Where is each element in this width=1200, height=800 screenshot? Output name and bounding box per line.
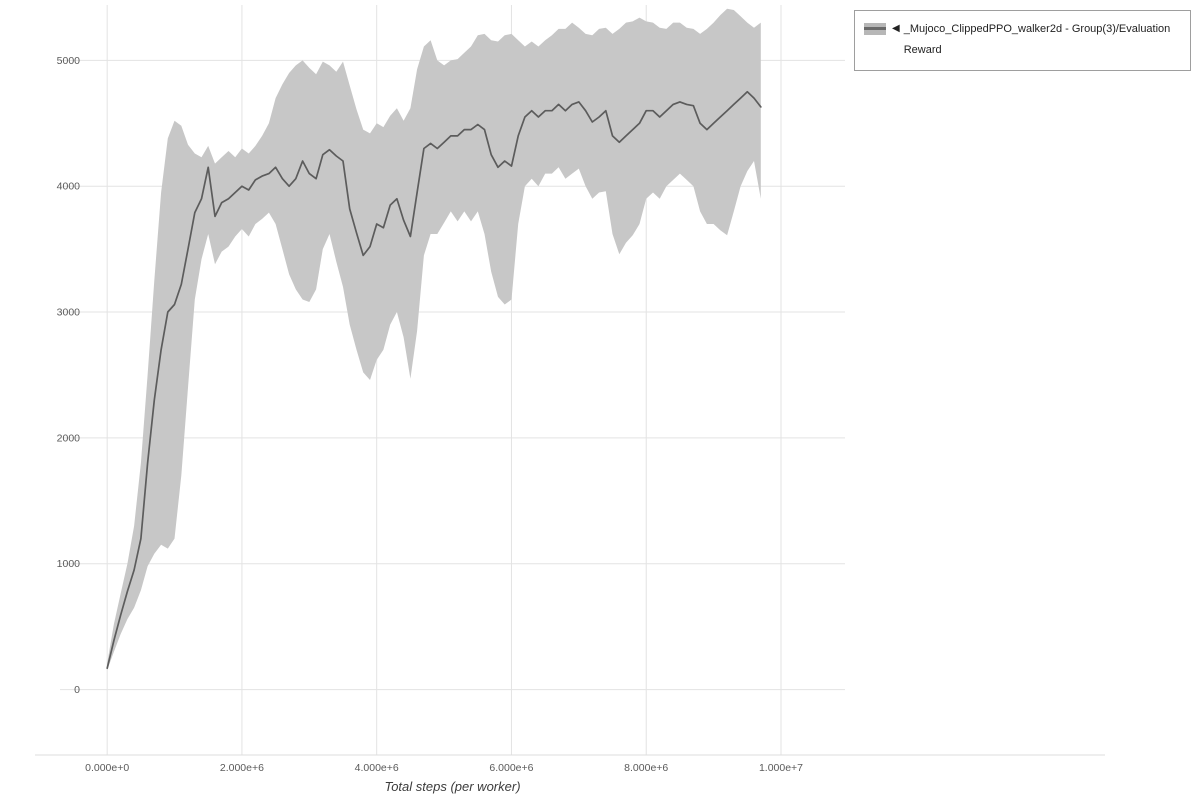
x-axis-title: Total steps (per worker) (384, 779, 521, 794)
svg-text:1.000e+7: 1.000e+7 (759, 762, 803, 774)
svg-text:4.000e+6: 4.000e+6 (355, 762, 399, 774)
legend-collapse-icon[interactable]: ◀ (892, 23, 900, 34)
legend-swatch-line (864, 27, 886, 30)
legend-swatch-icon (864, 23, 886, 35)
svg-text:4000: 4000 (57, 181, 81, 193)
svg-text:5000: 5000 (57, 55, 81, 67)
svg-text:1000: 1000 (57, 558, 81, 570)
legend-label: _Mujoco_ClippedPPO_walker2d - Group(3)/E… (903, 23, 1171, 57)
legend-item-evaluation-reward[interactable]: ◀ _Mujoco_ClippedPPO_walker2d - Group(3)… (864, 19, 1181, 62)
svg-text:0: 0 (74, 684, 80, 696)
svg-text:8.000e+6: 8.000e+6 (624, 762, 668, 774)
svg-text:0.000e+0: 0.000e+0 (85, 762, 129, 774)
legend: ◀ _Mujoco_ClippedPPO_walker2d - Group(3)… (854, 10, 1191, 71)
svg-text:2.000e+6: 2.000e+6 (220, 762, 264, 774)
svg-text:6.000e+6: 6.000e+6 (489, 762, 533, 774)
svg-text:3000: 3000 (57, 307, 81, 319)
svg-text:2000: 2000 (57, 432, 81, 444)
